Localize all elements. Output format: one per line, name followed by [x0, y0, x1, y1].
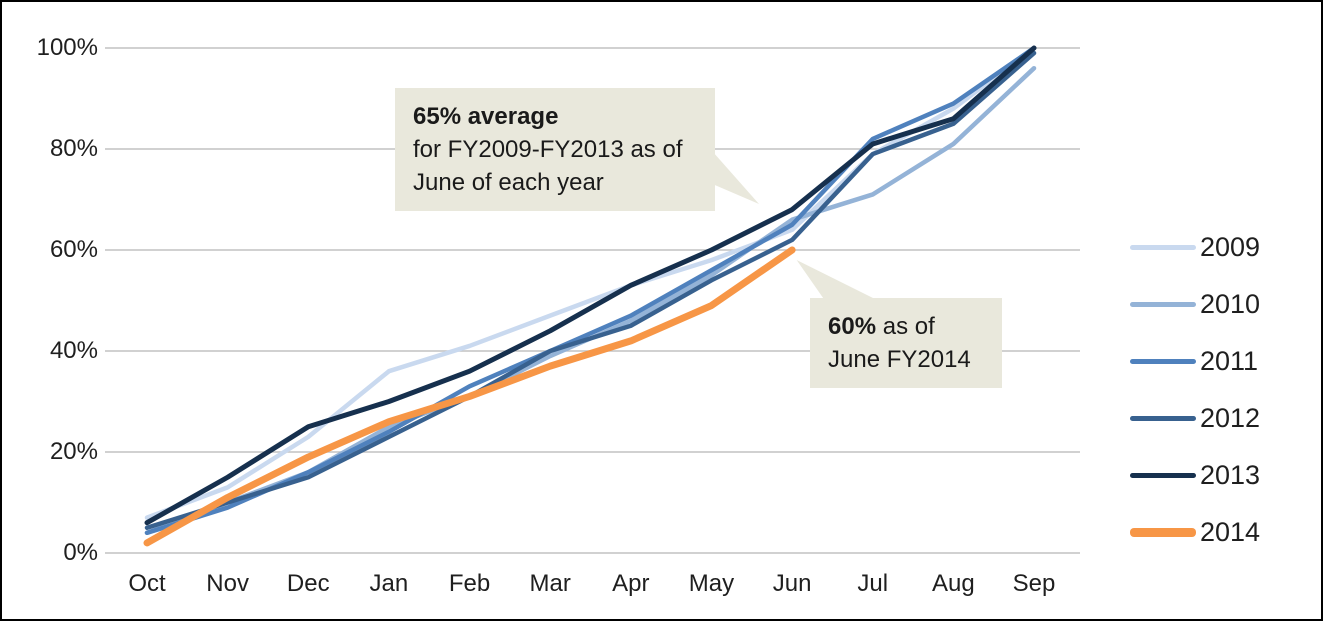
series-line-2013	[144, 45, 1037, 526]
x-tick-Nov: Nov	[206, 570, 249, 597]
annotation-60pct-bold-text: 60%	[828, 313, 877, 340]
x-tick-Dec: Dec	[286, 570, 330, 597]
legend-swatch-2010	[1130, 301, 1196, 307]
y-tick-0%: 0%	[63, 539, 98, 566]
series-line-2011	[144, 45, 1037, 536]
legend-item-2011: 2011	[1130, 346, 1258, 376]
x-tick-Feb: Feb	[448, 570, 491, 597]
x-tick-Jun: Jun	[772, 570, 812, 597]
legend-label-2012: 2012	[1200, 402, 1261, 433]
legend-label-2011: 2011	[1200, 345, 1259, 376]
annotation-60pct-june: 60% as of June FY2014	[810, 298, 1002, 389]
legend-swatch-2014	[1130, 527, 1196, 537]
series-line-2012	[144, 50, 1037, 530]
y-tick-20%: 20%	[49, 438, 98, 465]
legend-label-2010: 2010	[1200, 288, 1261, 319]
legend-swatch-2013	[1130, 472, 1196, 478]
x-tick-Aug: Aug	[932, 570, 975, 597]
legend-item-2012: 2012	[1130, 403, 1260, 433]
legend-label-2009: 2009	[1200, 231, 1261, 262]
x-tick-Sep: Sep	[1012, 570, 1056, 597]
x-tick-Jan: Jan	[369, 570, 409, 597]
annotation-65pct-average: 65% average for FY2009-FY2013 as of June…	[395, 88, 715, 212]
x-tick-Mar: Mar	[529, 570, 571, 597]
legend-item-2010: 2010	[1130, 289, 1260, 319]
legend-swatch-2011	[1130, 358, 1196, 364]
legend-item-2013: 2013	[1130, 460, 1260, 490]
x-tick-Jul: Jul	[857, 570, 889, 597]
annotation-65pct-bold-text: 65% average	[413, 103, 559, 130]
y-tick-40%: 40%	[49, 337, 98, 364]
legend-swatch-2012	[1130, 415, 1196, 421]
legend-label-2014: 2014	[1200, 516, 1261, 547]
annotation-60pct-text: as of June FY2014	[828, 313, 971, 374]
legend-item-2009: 2009	[1130, 232, 1260, 262]
x-tick-Oct: Oct	[128, 570, 166, 597]
x-tick-Apr: Apr	[612, 570, 650, 597]
legend-swatch-2009	[1130, 244, 1196, 250]
annotation-65pct-text: for FY2009-FY2013 as of June of each yea…	[413, 136, 683, 197]
y-tick-60%: 60%	[49, 236, 98, 263]
legend-item-2014: 2014	[1130, 517, 1260, 547]
series-line-2009	[144, 45, 1037, 520]
y-tick-80%: 80%	[49, 135, 98, 162]
x-tick-May: May	[688, 570, 735, 597]
y-tick-100%: 100%	[36, 34, 98, 61]
legend-label-2013: 2013	[1200, 459, 1261, 490]
series-line-2014	[143, 246, 796, 547]
